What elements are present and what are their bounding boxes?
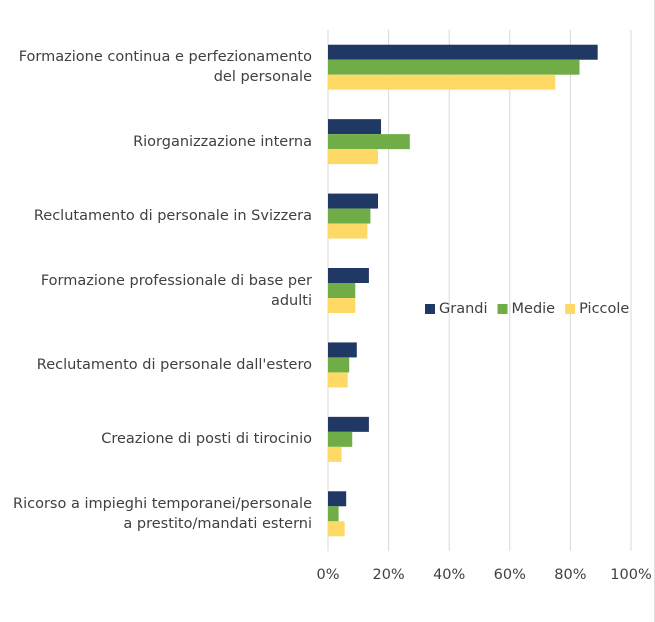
x-tick-label: 100% xyxy=(610,567,651,583)
category-label: Formazione continua e perfezionamento de… xyxy=(18,49,312,86)
category-label: Formazione professionale di base per adu… xyxy=(40,272,312,309)
bar xyxy=(328,416,369,432)
x-tick-label: 60% xyxy=(494,567,526,583)
bar xyxy=(328,59,580,75)
bar xyxy=(328,119,382,135)
legend-swatch xyxy=(425,304,435,314)
legend-swatch xyxy=(497,304,508,314)
category-label: Reclutamento di personale dall'estero xyxy=(36,356,312,373)
bar xyxy=(328,149,378,165)
bar xyxy=(328,208,371,224)
category-label: Riorganizzazione interna xyxy=(133,133,312,150)
bar xyxy=(328,491,347,507)
category-label: Creazione di posti di tirocinio xyxy=(101,431,312,448)
bar xyxy=(328,506,339,522)
bar xyxy=(328,372,348,388)
category-label: Ricorso a impieghi temporanei/personale … xyxy=(13,495,312,532)
x-tick-label: 80% xyxy=(554,567,586,583)
bar xyxy=(328,268,369,283)
bar xyxy=(328,298,356,313)
legend-label: Piccole xyxy=(579,301,629,317)
bar xyxy=(328,357,350,373)
legend-label: Grandi xyxy=(439,301,488,317)
bar xyxy=(328,521,345,537)
bar xyxy=(328,283,356,298)
category-label: Reclutamento di personale in Svizzera xyxy=(33,208,312,225)
x-tick-label: 20% xyxy=(372,567,404,583)
bar xyxy=(328,74,556,90)
bar xyxy=(328,44,598,60)
x-tick-label: 40% xyxy=(433,567,465,583)
bar xyxy=(328,134,410,150)
x-tick-label: 0% xyxy=(316,567,339,583)
legend-swatch xyxy=(565,304,576,314)
bar xyxy=(328,342,357,358)
bar xyxy=(328,446,342,462)
bar xyxy=(328,193,378,209)
bar xyxy=(328,431,353,447)
bar xyxy=(328,223,368,239)
legend-label: Medie xyxy=(512,301,556,317)
